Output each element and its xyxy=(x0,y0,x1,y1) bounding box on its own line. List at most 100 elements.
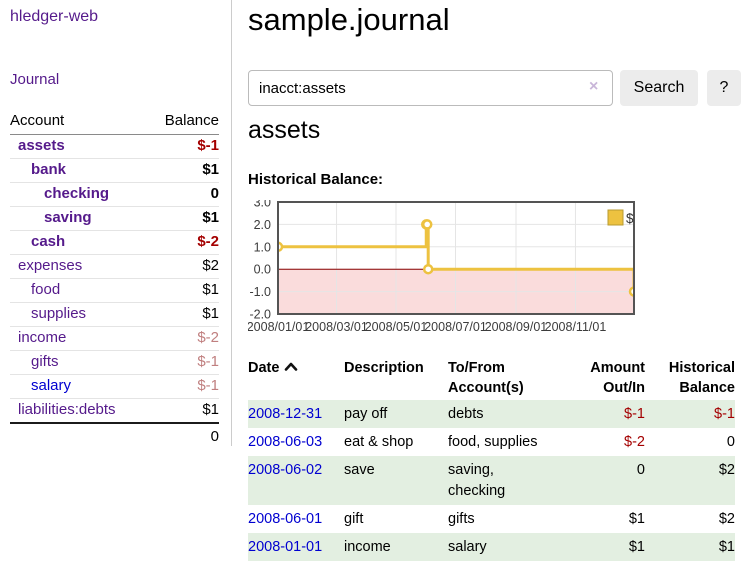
register-description: income xyxy=(344,538,391,555)
register-balance: $-1 xyxy=(714,405,735,422)
sidebar-account-row: expenses $2 xyxy=(10,254,219,279)
sidebar-account-row: saving $1 xyxy=(10,206,219,231)
register-accounts: food, supplies xyxy=(448,433,538,450)
register-row[interactable]: 2008-01-01 income salary $1 $1 xyxy=(248,533,735,561)
search-input[interactable] xyxy=(248,70,613,106)
sidebar-account-balance: $2 xyxy=(148,254,219,279)
register-header-accounts: To/From Account(s) xyxy=(448,356,548,400)
sidebar-account-link-salary[interactable]: salary xyxy=(31,377,72,394)
chart-y-tick-label: -1.0 xyxy=(249,285,271,299)
register-description: pay off xyxy=(344,405,388,422)
sidebar-item-journal[interactable]: Journal xyxy=(10,71,60,88)
sidebar-account-row: bank $1 xyxy=(10,158,219,183)
chart-x-tick-label: 2008/01/01 xyxy=(248,320,309,334)
accounts-header-account: Account xyxy=(10,108,149,135)
register-accounts: salary xyxy=(448,538,487,555)
legend-label: $ xyxy=(626,211,634,226)
main-content: sample.journal × Search ? assets Histori… xyxy=(247,0,742,582)
register-amount: $-1 xyxy=(624,405,645,422)
sidebar-account-balance: $-1 xyxy=(148,374,219,399)
sidebar-account-balance: $1 xyxy=(148,398,219,424)
chart-y-tick-label: -2.0 xyxy=(249,308,271,322)
sidebar-account-link-cash[interactable]: cash xyxy=(31,233,66,250)
register-amount: $1 xyxy=(628,510,645,527)
chart-title: Historical Balance: xyxy=(248,171,384,188)
register-header-label: To/From Account(s) xyxy=(448,360,524,396)
register-balance: 0 xyxy=(726,433,735,450)
accounts-total-row: 0 xyxy=(10,422,219,449)
register-row[interactable]: 2008-12-31 pay off debts $-1 $-1 xyxy=(248,400,735,428)
chart-canvas: 3.0 2.0 1.0 0.0 -1.0 -2.02008/01/012008/03/01… xyxy=(247,196,635,334)
chart-x-tick-label: 2008/07/01 xyxy=(424,320,487,334)
sidebar-account-link-income[interactable]: income xyxy=(18,329,67,346)
register-header-label: Description xyxy=(344,360,424,376)
chart-x-tick-label: 2008/09/01 xyxy=(485,320,548,334)
register-header-label: Amount Out/In xyxy=(590,360,645,396)
sidebar-account-link-saving[interactable]: saving xyxy=(44,209,92,226)
page-title: sample.journal xyxy=(248,2,450,37)
sidebar-account-link-liabilities-debts[interactable]: liabilities:debts xyxy=(18,401,116,418)
sidebar-account-link-food[interactable]: food xyxy=(31,281,61,298)
sidebar-account-balance: $-2 xyxy=(148,230,219,255)
register-row[interactable]: 2008-06-02 save saving, checking 0 $2 xyxy=(248,456,735,505)
accounts-header-balance: Balance xyxy=(148,108,219,135)
register-table: Date Description To/From Account(s) Amount … xyxy=(248,356,735,561)
register-date-link[interactable]: 2008-01-01 xyxy=(248,538,323,555)
accounts-table: Account Balance assets $-1 bank $1 checking 0… xyxy=(10,108,219,449)
register-balance: $1 xyxy=(718,538,735,555)
search-button[interactable]: Search xyxy=(620,70,698,106)
chart-data-point xyxy=(421,219,433,230)
sidebar: hledger-web Journal Account Balance asse… xyxy=(0,0,232,449)
sidebar-account-link-expenses[interactable]: expenses xyxy=(18,257,83,274)
register-description: eat & shop xyxy=(344,433,414,450)
register-amount: 0 xyxy=(636,461,645,478)
sidebar-account-row: income $-2 xyxy=(10,326,219,351)
register-date-link[interactable]: 2008-06-01 xyxy=(248,510,323,527)
register-header-description: Description xyxy=(344,356,448,400)
sidebar-account-balance: $1 xyxy=(148,302,219,327)
sidebar-account-link-bank[interactable]: bank xyxy=(31,161,67,178)
sidebar-account-row: assets $-1 xyxy=(10,134,219,159)
sidebar-account-row: liabilities:debts $1 xyxy=(10,398,219,424)
sidebar-account-row: checking 0 xyxy=(10,182,219,207)
register-date-link[interactable]: 2008-06-02 xyxy=(248,461,323,478)
register-header-label: Historical Balance xyxy=(668,360,735,396)
register-header-date[interactable]: Date xyxy=(248,356,344,400)
sidebar-account-balance: $1 xyxy=(148,206,219,231)
accounts-table-header: Account Balance xyxy=(10,108,219,135)
chart-y-tick-label: 1.0 xyxy=(254,240,271,254)
register-header-label: Date xyxy=(248,360,280,376)
sidebar-account-balance: $-1 xyxy=(148,350,219,375)
sidebar-account-balance: $-1 xyxy=(148,134,219,159)
chart-data-point xyxy=(422,263,434,275)
register-accounts: saving, checking xyxy=(448,461,506,499)
register-row[interactable]: 2008-06-01 gift gifts $1 $2 xyxy=(248,505,735,533)
register-balance: $2 xyxy=(718,510,735,527)
sidebar-account-row: supplies $1 xyxy=(10,302,219,327)
sidebar-account-balance: $1 xyxy=(148,158,219,183)
register-description: save xyxy=(344,461,375,478)
register-amount: $1 xyxy=(628,538,645,555)
search-help-button[interactable]: ? xyxy=(707,70,741,106)
sidebar-account-link-gifts[interactable]: gifts xyxy=(31,353,59,370)
sidebar-account-balance: $1 xyxy=(148,278,219,303)
clear-search-icon[interactable]: × xyxy=(589,78,599,95)
current-account-heading: assets xyxy=(248,116,321,144)
chart-y-tick-label: 3.0 xyxy=(254,200,271,210)
register-date-link[interactable]: 2008-12-31 xyxy=(248,405,323,422)
sidebar-account-row: gifts $-1 xyxy=(10,350,219,375)
historical-balance-chart: 3.0 2.0 1.0 0.0 -1.0 -2.0 2008/01/01 2008/03/01… xyxy=(247,196,742,342)
chart-border xyxy=(277,201,635,315)
chart-legend: $ xyxy=(607,209,634,226)
register-header-balance: Historical Balance xyxy=(645,356,735,400)
sidebar-account-link-assets[interactable]: assets xyxy=(18,137,65,154)
app-title-link[interactable]: hledger-web xyxy=(10,8,99,25)
register-date-link[interactable]: 2008-06-03 xyxy=(248,433,323,450)
legend-swatch xyxy=(607,209,624,226)
sidebar-account-link-supplies[interactable]: supplies xyxy=(31,305,87,322)
register-row[interactable]: 2008-06-03 eat & shop food, supplies $-2 0 xyxy=(248,428,735,456)
sidebar-account-link-checking[interactable]: checking xyxy=(44,185,110,202)
register-table-header: Date Description To/From Account(s) Amount … xyxy=(248,356,735,400)
chart-x-tick-label: 2008/05/01 xyxy=(365,320,428,334)
